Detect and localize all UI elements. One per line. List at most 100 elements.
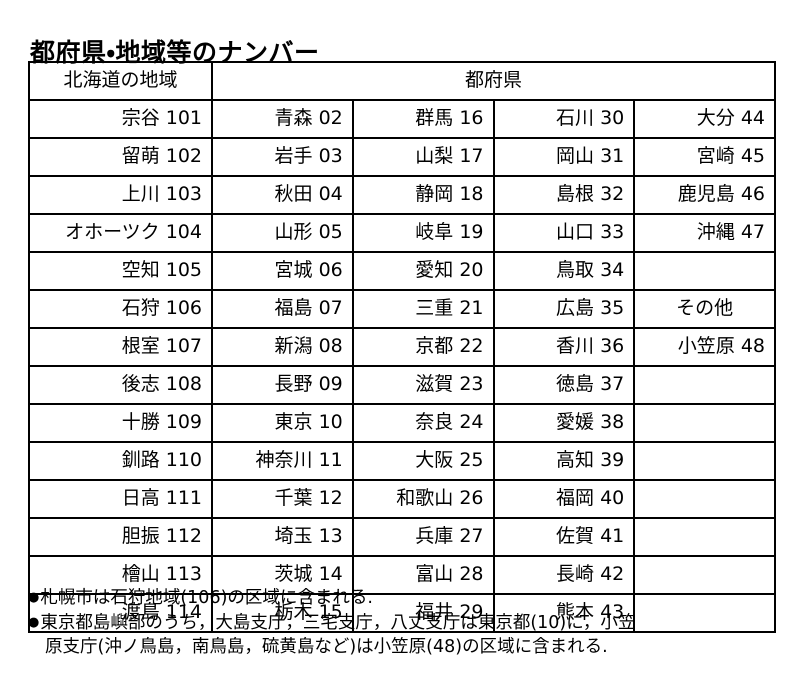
- cell-prefecture: 熊本 43: [492, 593, 636, 633]
- table-row: 釧路 110 神奈川 11 大阪 25 高知 39: [28, 441, 776, 481]
- cell-hokkaido-region: 留萌 102: [28, 137, 213, 177]
- cell-empty: [633, 365, 776, 405]
- table-row: オホーツク 104 山形 05 岐阜 19 山口 33 沖縄 47: [28, 213, 776, 253]
- bullet-icon: ●: [28, 590, 40, 605]
- cell-prefecture: 神奈川 11: [211, 441, 354, 481]
- cell-prefecture: 岡山 31: [492, 137, 636, 177]
- footnotes: ●札幌市は石狩地域(106)の区域に含まれる. ●東京都島嶼部のうち，大島支庁，…: [28, 586, 788, 660]
- cell-hokkaido-region: 後志 108: [28, 365, 213, 405]
- cell-prefecture: 兵庫 27: [351, 517, 495, 557]
- cell-hokkaido-region: 空知 105: [28, 251, 213, 291]
- cell-empty: [633, 555, 776, 595]
- cell-prefecture: 群馬 16: [351, 99, 495, 139]
- cell-prefecture: 福井 29: [351, 593, 495, 633]
- table-row: 宗谷 101 青森 02 群馬 16 石川 30 大分 44: [28, 99, 776, 139]
- table-row: 留萌 102 岩手 03 山梨 17 岡山 31 宮崎 45: [28, 137, 776, 177]
- cell-prefecture: 青森 02: [211, 99, 354, 139]
- cell-prefecture: 和歌山 26: [351, 479, 495, 519]
- cell-prefecture: 新潟 08: [211, 327, 354, 367]
- cell-prefecture: 茨城 14: [211, 555, 354, 595]
- cell-prefecture: 宮城 06: [211, 251, 354, 291]
- cell-hokkaido-region: 釧路 110: [28, 441, 213, 481]
- cell-prefecture: 佐賀 41: [492, 517, 636, 557]
- cell-hokkaido-region: 上川 103: [28, 175, 213, 215]
- cell-prefecture: 長崎 42: [492, 555, 636, 595]
- cell-prefecture: 千葉 12: [211, 479, 354, 519]
- footnote-2-line2: 原支庁(沖ノ鳥島，南鳥島，硫黄島など)は小笠原(48)の区域に含まれる.: [45, 637, 608, 658]
- cell-empty: [633, 517, 776, 557]
- cell-prefecture: 長野 09: [211, 365, 354, 405]
- cell-hokkaido-region: オホーツク 104: [28, 213, 213, 253]
- cell-prefecture: 高知 39: [492, 441, 636, 481]
- cell-prefecture: 福島 07: [211, 289, 354, 329]
- table-row: 日高 111 千葉 12 和歌山 26 福岡 40: [28, 479, 776, 519]
- cell-empty: [633, 479, 776, 519]
- number-table: 北海道の地域 都府県 宗谷 101 青森 02 群馬 16 石川 30 大分 44 留萌 …: [28, 61, 776, 633]
- cell-empty: [633, 441, 776, 481]
- cell-prefecture: 埼玉 13: [211, 517, 354, 557]
- bullet-icon: ●: [28, 615, 40, 631]
- cell-prefecture: 石川 30: [492, 99, 636, 139]
- table-header: 北海道の地域 都府県: [28, 61, 776, 101]
- cell-prefecture: 鹿児島 46: [633, 175, 776, 215]
- table-row: 渡島 114 栃木 15 福井 29 熊本 43: [28, 593, 776, 633]
- cell-empty: [633, 593, 776, 633]
- cell-hokkaido-region: 胆振 112: [28, 517, 213, 557]
- table-row: 胆振 112 埼玉 13 兵庫 27 佐賀 41: [28, 517, 776, 557]
- table-row: 檜山 113 茨城 14 富山 28 長崎 42: [28, 555, 776, 595]
- footnote-1: ●札幌市は石狩地域(106)の区域に含まれる.: [28, 586, 788, 610]
- cell-prefecture: 鳥取 34: [492, 251, 636, 291]
- cell-prefecture: 栃木 15: [211, 593, 354, 633]
- table-row: 上川 103 秋田 04 静岡 18 島根 32 鹿児島 46: [28, 175, 776, 215]
- cell-empty: [633, 251, 776, 291]
- cell-prefecture: 小笠原 48: [633, 327, 776, 367]
- table-row: 空知 105 宮城 06 愛知 20 鳥取 34: [28, 251, 776, 291]
- table-row: 後志 108 長野 09 滋賀 23 徳島 37: [28, 365, 776, 405]
- table-row: 根室 107 新潟 08 京都 22 香川 36 小笠原 48: [28, 327, 776, 367]
- cell-hokkaido-region: 石狩 106: [28, 289, 213, 329]
- cell-prefecture: 東京 10: [211, 403, 354, 443]
- cell-hokkaido-region: 渡島 114: [28, 593, 213, 633]
- cell-prefecture: 宮崎 45: [633, 137, 776, 177]
- cell-prefecture: 愛媛 38: [492, 403, 636, 443]
- cell-prefecture: 富山 28: [351, 555, 495, 595]
- table-row: 十勝 109 東京 10 奈良 24 愛媛 38: [28, 403, 776, 443]
- cell-prefecture: 三重 21: [351, 289, 495, 329]
- cell-prefecture: 山口 33: [492, 213, 636, 253]
- table-header-row: 北海道の地域 都府県: [28, 61, 776, 101]
- cell-hokkaido-region: 根室 107: [28, 327, 213, 367]
- cell-prefecture: 奈良 24: [351, 403, 495, 443]
- column-header-hokkaido: 北海道の地域: [28, 61, 213, 101]
- cell-prefecture: 山形 05: [211, 213, 354, 253]
- cell-empty: [633, 403, 776, 443]
- cell-prefecture: 徳島 37: [492, 365, 636, 405]
- cell-prefecture: 岐阜 19: [351, 213, 495, 253]
- cell-prefecture: 京都 22: [351, 327, 495, 367]
- cell-hokkaido-region: 檜山 113: [28, 555, 213, 595]
- footnote-2: ●東京都島嶼部のうち，大島支庁，三宅支庁，八丈支庁は東京都(10)に，小笠 原支…: [28, 611, 788, 659]
- footnote-1-text: 札幌市は石狩地域(106)の区域に含まれる.: [40, 588, 373, 608]
- footnote-2-line1: 東京都島嶼部のうち，大島支庁，三宅支庁，八丈支庁は東京都(10)に，小笠: [40, 613, 636, 634]
- column-header-prefecture: 都府県: [211, 61, 776, 101]
- cell-hokkaido-region: 十勝 109: [28, 403, 213, 443]
- cell-prefecture: 岩手 03: [211, 137, 354, 177]
- table-body: 宗谷 101 青森 02 群馬 16 石川 30 大分 44 留萌 102 岩手 03 山梨 …: [28, 99, 776, 633]
- cell-prefecture: 滋賀 23: [351, 365, 495, 405]
- cell-prefecture: 山梨 17: [351, 137, 495, 177]
- cell-prefecture: 秋田 04: [211, 175, 354, 215]
- cell-prefecture: 愛知 20: [351, 251, 495, 291]
- cell-other-label: その他: [633, 289, 776, 329]
- cell-prefecture: 大阪 25: [351, 441, 495, 481]
- cell-prefecture: 広島 35: [492, 289, 636, 329]
- table-row: 石狩 106 福島 07 三重 21 広島 35 その他: [28, 289, 776, 329]
- cell-prefecture: 島根 32: [492, 175, 636, 215]
- cell-hokkaido-region: 宗谷 101: [28, 99, 213, 139]
- cell-prefecture: 福岡 40: [492, 479, 636, 519]
- cell-prefecture: 大分 44: [633, 99, 776, 139]
- cell-prefecture: 静岡 18: [351, 175, 495, 215]
- cell-hokkaido-region: 日高 111: [28, 479, 213, 519]
- number-table-container: 北海道の地域 都府県 宗谷 101 青森 02 群馬 16 石川 30 大分 44 留萌 …: [28, 61, 776, 633]
- cell-prefecture: 沖縄 47: [633, 213, 776, 253]
- cell-prefecture: 香川 36: [492, 327, 636, 367]
